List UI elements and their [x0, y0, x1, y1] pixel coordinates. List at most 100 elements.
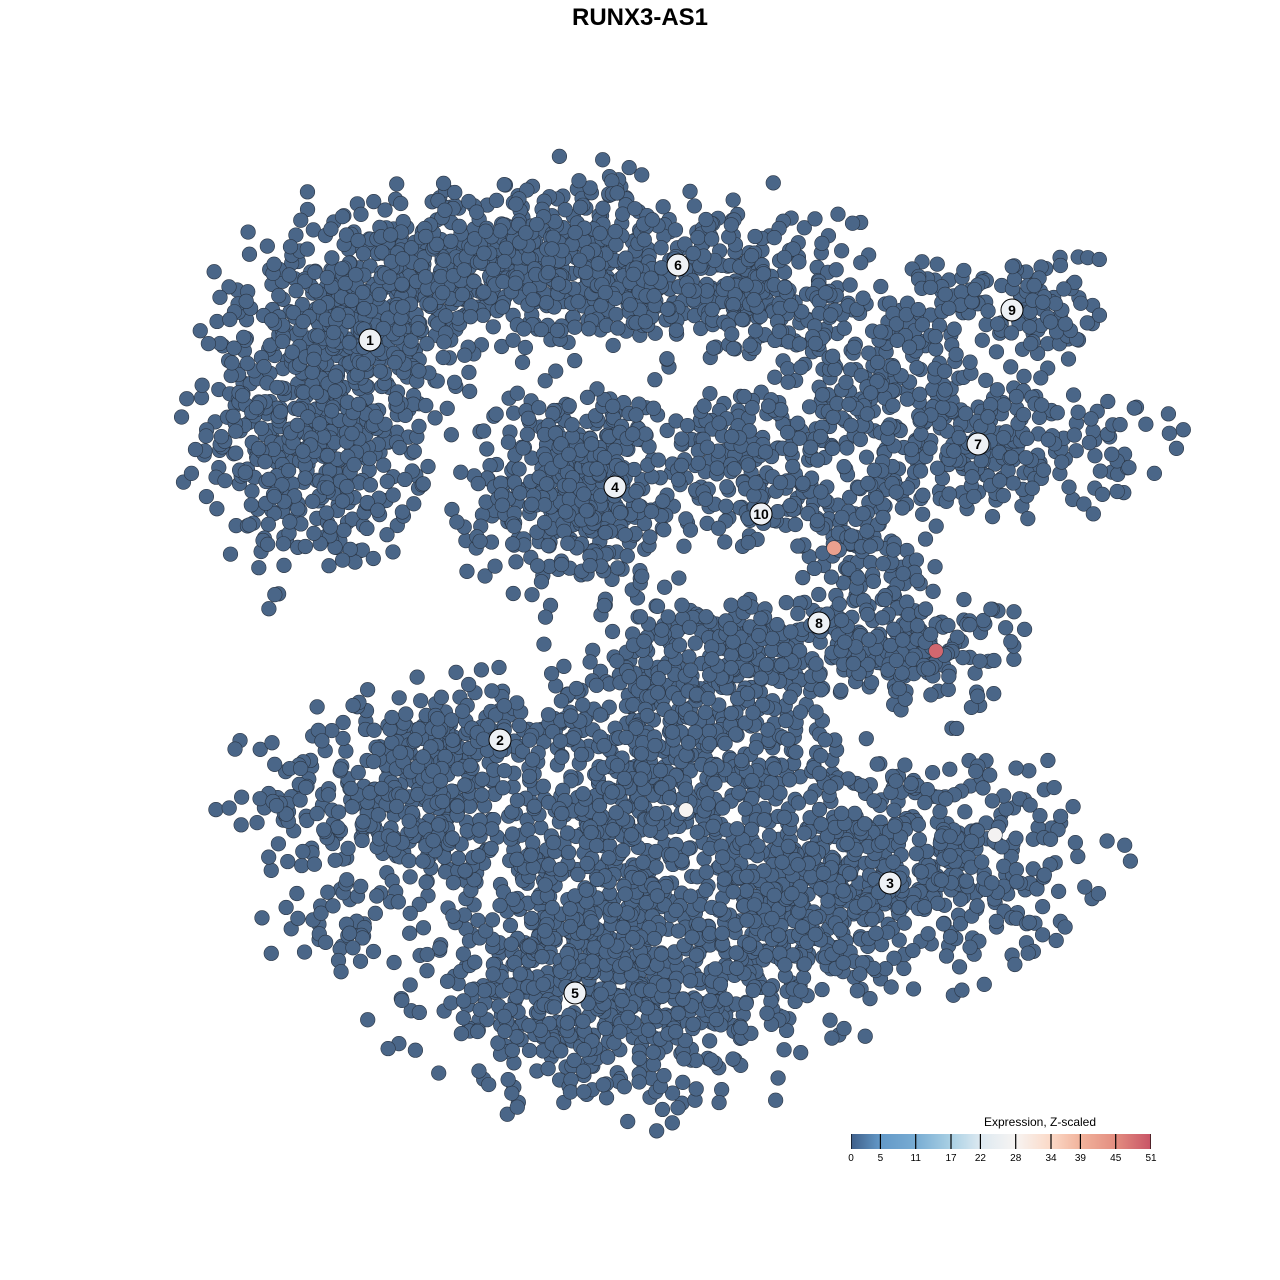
cell-point-cluster-5 [502, 977, 518, 993]
cell-point-cluster-1 [228, 445, 244, 461]
cell-point-cluster-5 [807, 910, 823, 926]
cell-point-cluster-6 [720, 276, 736, 292]
cell-point-cluster-1 [209, 313, 225, 330]
cell-point-cluster-1 [297, 273, 313, 289]
cell-point-cluster-1 [251, 440, 267, 457]
cell-point-cluster-5 [822, 779, 838, 795]
cell-point-cluster-6 [747, 228, 763, 245]
cell-point-cluster-5 [640, 1022, 657, 1038]
cell-point-cluster-6 [655, 199, 671, 215]
cell-point-cluster-1 [299, 184, 316, 200]
cell-point-cluster-4 [530, 558, 546, 574]
cell-point-cluster-4 [560, 535, 576, 551]
cell-point-cluster-5 [689, 824, 705, 840]
cell-point-cluster-4 [476, 423, 492, 439]
cell-point-cluster-4 [488, 406, 504, 422]
cell-point-cluster-1 [187, 441, 204, 458]
cell-point-cluster-6 [567, 319, 583, 335]
cell-point-cluster-5 [633, 746, 650, 762]
cell-point-cluster-2 [233, 817, 249, 833]
cell-point-cluster-5 [729, 821, 745, 837]
cell-point-cluster-3 [885, 854, 901, 870]
cell-point-cluster-1 [228, 423, 244, 439]
cell-point-cluster-5 [703, 1052, 719, 1068]
cell-point-cluster-6 [605, 337, 621, 354]
cell-point-cluster-1 [411, 363, 427, 379]
cell-point-cluster-4 [610, 560, 626, 576]
cell-point-cluster-6 [540, 265, 556, 281]
cell-point-cluster-1 [385, 544, 401, 560]
cell-point-cluster-5 [815, 865, 832, 881]
cell-point-cluster-4 [531, 400, 547, 416]
cell-point-cluster-1 [346, 457, 362, 473]
cell-point-cluster-1 [419, 336, 435, 352]
cell-point-cluster-1 [264, 312, 280, 328]
cell-point-cluster-5 [663, 709, 679, 725]
cell-point-cluster-5 [471, 822, 487, 838]
cell-point-cluster-4 [589, 461, 605, 477]
cell-point-cluster-1 [392, 439, 408, 456]
cell-point-cluster-3 [1117, 837, 1133, 853]
cell-point-cluster-6 [330, 306, 346, 323]
cell-point-cluster-5 [509, 792, 526, 809]
cell-point-cluster-5 [561, 844, 577, 861]
cell-point-cluster-1 [387, 391, 404, 407]
cell-point-cluster-4 [508, 554, 524, 570]
cell-point-cluster-6 [516, 321, 532, 337]
cell-point-cluster-3 [942, 828, 958, 844]
cell-point-cluster-6 [567, 353, 583, 369]
cell-point-cluster-1 [226, 340, 242, 356]
cell-point-cluster-5 [702, 1033, 718, 1049]
cell-point-cluster-4 [509, 385, 525, 401]
cell-point-cluster-5 [748, 740, 764, 756]
cell-point-cluster-1 [439, 400, 455, 416]
cell-point-cluster-5 [496, 1008, 512, 1024]
cell-point-cluster-5 [445, 908, 461, 924]
cell-point-cluster-5 [616, 770, 633, 787]
cell-point-cluster-1 [306, 525, 322, 541]
cell-point-cluster-1 [224, 355, 240, 371]
cell-point-cluster-6 [517, 339, 533, 356]
cell-point-cluster-5 [521, 732, 538, 748]
cell-point-cluster-5 [675, 1074, 691, 1090]
cell-point-cluster-2 [320, 787, 337, 803]
cell-point-cluster-5 [767, 761, 783, 777]
cell-point-cluster-6 [592, 225, 608, 241]
cell-point-cluster-6 [682, 183, 698, 199]
cell-point-cluster-3 [1051, 883, 1067, 899]
cell-point-cluster-2 [309, 805, 325, 822]
cell-point-cluster-3 [1048, 932, 1064, 949]
cell-point-cluster-5 [888, 773, 904, 789]
cell-point-cluster-2 [473, 662, 489, 678]
cell-point-cluster-1 [320, 448, 336, 464]
cell-point-cluster-6 [742, 337, 758, 353]
cell-point-cluster-5 [731, 785, 747, 801]
cell-point-cluster-2 [267, 756, 283, 772]
cell-point-cluster-1 [251, 560, 267, 576]
cell-point-cluster-5 [780, 732, 796, 748]
cell-point-cluster-1 [261, 601, 277, 617]
cell-point-cluster-6 [725, 192, 741, 208]
cell-point-cluster-1 [234, 388, 251, 404]
cell-point-cluster-6 [507, 275, 524, 291]
cell-point-cluster-6 [660, 301, 676, 317]
cell-point-cluster-5 [617, 886, 633, 902]
cell-point-cluster-1 [379, 527, 395, 543]
cell-point-cluster-6 [395, 299, 411, 315]
cell-point-cluster-5 [654, 1101, 671, 1118]
cell-point-cluster-6 [525, 292, 541, 308]
cell-point-cluster-4 [642, 529, 658, 545]
cell-point-cluster-6 [551, 148, 568, 164]
cell-point-cluster-5 [481, 1076, 497, 1093]
cell-point-cluster-5 [462, 757, 478, 774]
cell-point-cluster-3 [1009, 874, 1025, 890]
cell-point-cluster-2 [341, 925, 358, 941]
cell-point-cluster-5 [544, 900, 560, 916]
cell-point-cluster-5 [604, 784, 620, 800]
cell-point-cluster-6 [690, 230, 706, 246]
cell-point-cluster-5 [609, 758, 626, 774]
cell-point-cluster-5 [562, 1084, 579, 1100]
cell-point-cluster-5 [588, 837, 605, 854]
cell-point-cluster-1 [304, 364, 320, 380]
cell-point-cluster-1 [420, 458, 436, 475]
